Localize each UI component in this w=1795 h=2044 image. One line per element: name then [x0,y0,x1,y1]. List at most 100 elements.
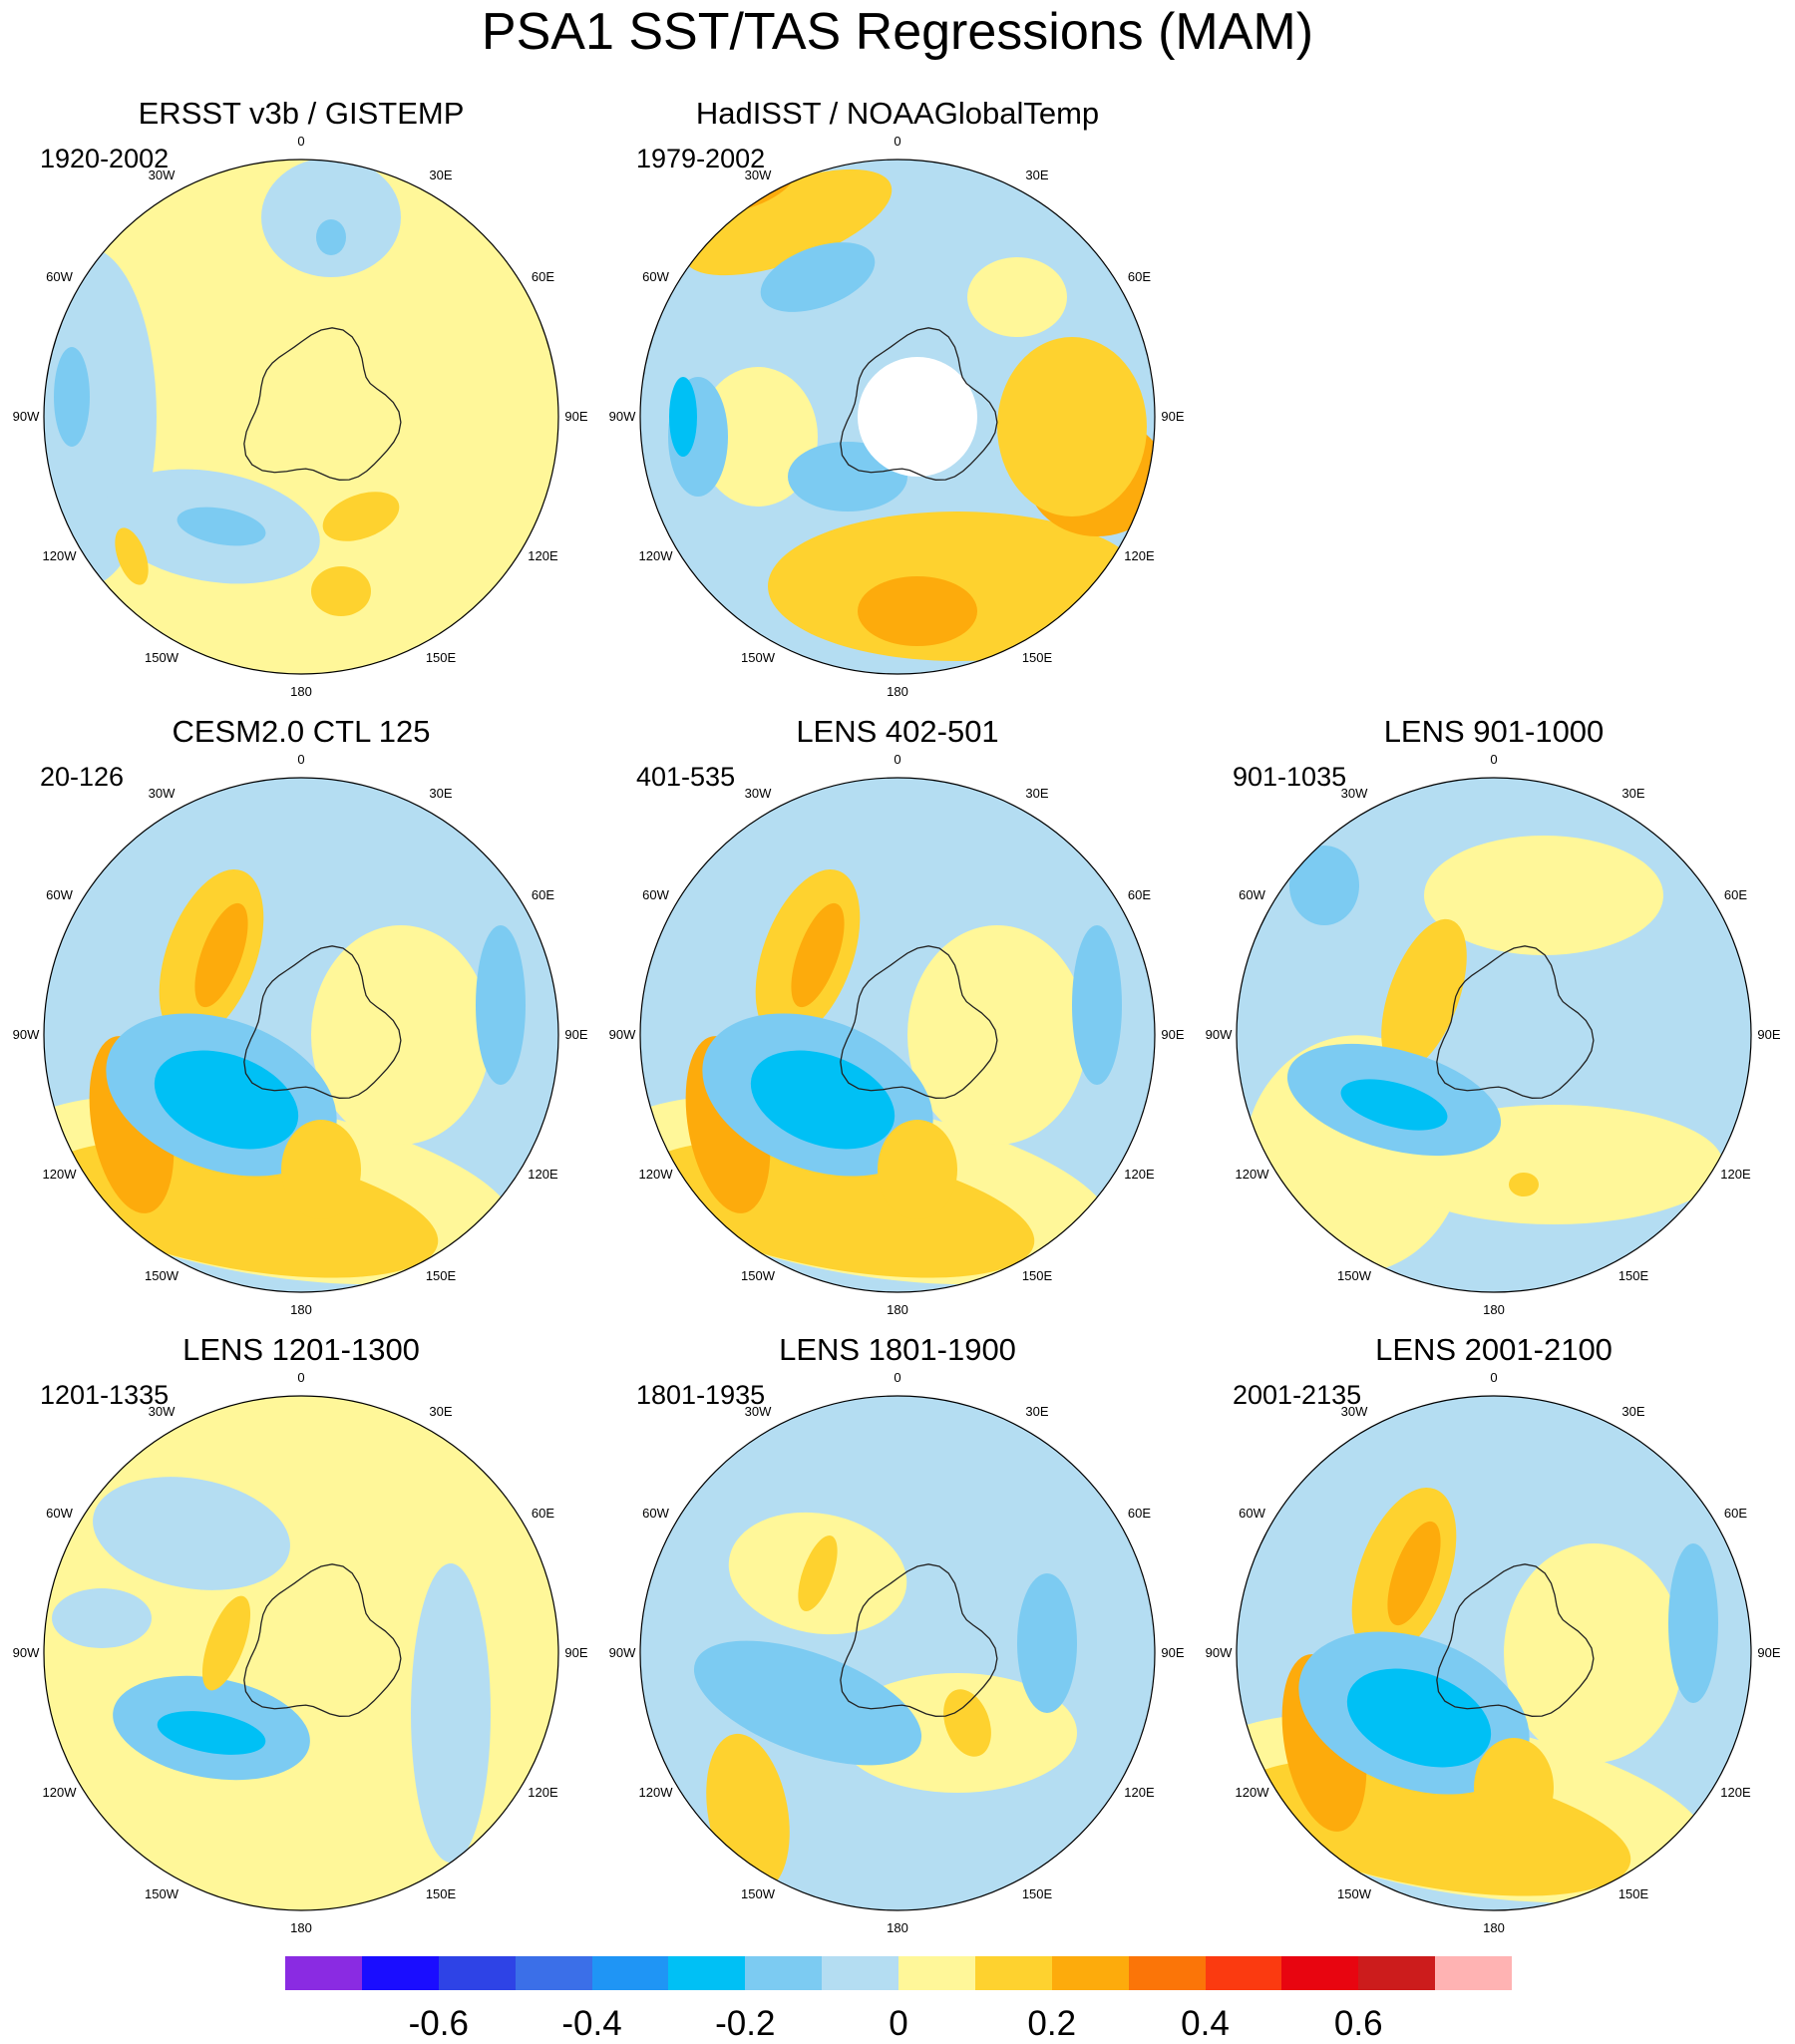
map-border [43,777,559,1293]
polar-map [1236,777,1752,1293]
anomaly-positive [878,1120,957,1219]
colorbar-box [1205,1956,1282,1990]
panel-title: LENS 402-501 [796,714,999,749]
anomaly-negative [1289,846,1359,925]
map-panel: LENS 402-501 401-535 0 30E 60E 90E 120E 150E 180… [609,714,1185,1317]
longitude-label: 30E [1025,167,1049,182]
colorbar-tick-label: 0.6 [1333,2004,1383,2043]
antarctica-coastline [1436,1563,1595,1717]
map-border [43,1395,559,1911]
anomaly-positive-weak [698,367,818,507]
longitude-label: 90E [1161,1645,1185,1660]
polar-map [43,159,559,675]
antarctica-coastline [840,327,998,481]
colorbar-box [1281,1956,1359,1990]
colorbar-box [1435,1956,1512,1990]
anomaly-positive-weak [1424,836,1663,955]
anomaly-negative [1017,1573,1077,1713]
antarctica-coastline [243,945,402,1099]
longitude-label: 90W [608,1645,636,1660]
longitude-label: 0 [297,134,305,149]
longitude-label: 60W [46,1506,73,1521]
anomaly-positive [997,337,1147,516]
anomaly-negative-strong [154,1050,299,1150]
longitude-label: 30E [429,1403,453,1419]
longitude-label: 90W [1205,1027,1233,1042]
longitude-label: 90E [564,1027,588,1042]
map-panel: CESM2.0 CTL 125 20-126 0 30E 60E 90E 120E 150E 1… [13,714,588,1317]
anomaly-positive [115,527,149,585]
anomaly-negative-strong [316,219,346,255]
longitude-label: 150W [741,650,775,666]
map-panel: ERSST v3b / GISTEMP 1920-2002 0 30E 60E 90E 12… [13,96,588,699]
longitude-label: 150E [425,650,457,666]
anomaly-positive [798,1535,838,1611]
longitude-label: 150W [145,1268,179,1284]
colorbar [285,1956,1512,1992]
anomaly-positive-strong [858,576,977,646]
panel-title: CESM2.0 CTL 125 [172,714,431,749]
panel-period: 2001-2135 [1233,1380,1362,1410]
colorbar-box [974,1956,1052,1990]
colorbar-box [668,1956,746,1990]
longitude-label: 120W [1235,1785,1269,1800]
map-border [1236,1395,1752,1911]
longitude-label: 180 [290,1920,312,1935]
longitude-label: 150E [1617,1886,1649,1902]
longitude-label: 30W [744,1403,772,1419]
anomaly-negative [1668,1543,1718,1703]
anomaly-negative-strong [750,1050,896,1150]
longitude-label: 30W [1340,785,1368,801]
anomaly-negative [411,1563,491,1863]
panel-period: 1801-1935 [636,1380,766,1410]
longitude-label: 180 [887,684,908,699]
longitude-label: 150E [1617,1268,1649,1284]
map-panel: LENS 901-1000 901-1035 0 30E 60E 90E 120E 150E 1… [1206,714,1781,1317]
longitude-label: 60W [642,269,669,284]
colorbar-box [898,1956,975,1990]
anomaly-positive-strong [1387,1521,1441,1626]
anomaly-positive-weak [311,925,491,1145]
anomaly-negative [476,925,526,1085]
longitude-label: 150E [425,1268,457,1284]
antarctica-coastline [1436,945,1595,1099]
missing-data-antarctica [858,357,977,477]
colorbar-box [822,1956,898,1990]
longitude-label: 90W [12,1645,40,1660]
longitude-label: 120E [528,1167,558,1182]
anomaly-negative-strong [177,507,266,546]
panel-title: HadISST / NOAAGlobalTemp [695,96,1100,131]
colorbar-box [285,1956,362,1990]
longitude-label: 60E [531,269,555,284]
anomaly-positive [281,1120,361,1219]
map-border [639,777,1156,1293]
longitude-label: 120W [42,548,77,563]
colorbar-tick-label: 0 [889,2004,908,2043]
longitude-label: 120E [1124,548,1155,563]
longitude-label: 120W [42,1785,77,1800]
polar-map [43,1395,559,1911]
panel-period: 1979-2002 [636,144,766,173]
anomaly-negative-strong [54,347,90,447]
anomaly-positive [1381,918,1467,1072]
longitude-label: 180 [887,1920,908,1935]
colorbar-box [1358,1956,1436,1990]
panel-title: LENS 1801-1900 [779,1332,1016,1367]
longitude-label: 120W [42,1167,77,1182]
longitude-label: 90E [564,1645,588,1660]
longitude-label: 60E [1127,1506,1152,1521]
polar-map [43,777,559,1293]
longitude-label: 30E [1621,785,1645,801]
map-border [43,159,559,675]
anomaly-negative [693,1640,922,1766]
anomaly-negative [52,1588,152,1648]
map-border [1236,777,1752,1293]
longitude-label: 60E [531,1506,555,1521]
longitude-label: 30E [429,785,453,801]
colorbar-box [745,1956,823,1990]
anomaly-negative [261,160,401,277]
longitude-label: 120W [638,1785,673,1800]
longitude-label: 120E [528,548,558,563]
panel-title: ERSST v3b / GISTEMP [138,96,465,131]
anomaly-negative-strong [1340,1079,1448,1131]
